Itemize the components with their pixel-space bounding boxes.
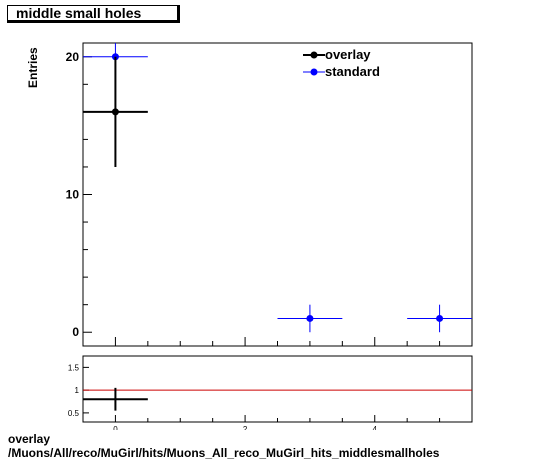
data-point-standard xyxy=(407,304,472,333)
main-y-tick-label: 20 xyxy=(66,50,80,64)
ratio-y-tick-label: 0.5 xyxy=(68,409,80,418)
legend-label-overlay: overlay xyxy=(325,47,371,62)
ratio-axes: 0.5 1 1.5 0 2 4 xyxy=(68,363,473,430)
ratio-y-tick-label: 1.5 xyxy=(68,363,80,372)
ratio-marks xyxy=(83,387,472,411)
legend-label-standard: standard xyxy=(325,64,380,79)
title-box xyxy=(7,5,180,23)
ratio-x-tick-label: 4 xyxy=(373,425,378,430)
marker xyxy=(436,314,444,322)
footer-line-2: /Muons/All/reco/MuGirl/hits/Muons_All_re… xyxy=(8,446,440,460)
legend-marker-overlay xyxy=(310,51,318,59)
data-point-standard xyxy=(277,304,343,333)
data-point-overlay xyxy=(83,56,148,167)
legend: overlay standard xyxy=(303,47,380,79)
marker xyxy=(306,314,314,322)
main-axes: 0 10 20 xyxy=(66,50,473,346)
ratio-y-tick-label: 1 xyxy=(75,386,80,395)
main-marks xyxy=(83,43,472,333)
y-axis-label: Entries xyxy=(26,47,40,88)
ratio-point xyxy=(83,387,148,411)
legend-marker-standard xyxy=(310,68,318,76)
ratio-plot-frame xyxy=(82,355,473,423)
main-plot-frame xyxy=(82,42,473,347)
main-y-tick-label: 10 xyxy=(66,188,80,202)
ratio-x-tick-label: 2 xyxy=(243,425,248,430)
plot-title: middle small holes xyxy=(16,5,142,21)
marker xyxy=(111,108,119,116)
main-y-tick-label: 0 xyxy=(72,325,79,339)
chart-canvas: Entries 0 10 20 overlay standard 0.5 1 1.5 0 2… xyxy=(26,42,473,430)
ratio-x-tick-label: 0 xyxy=(113,425,118,430)
footer-line-1: overlay xyxy=(8,432,51,446)
